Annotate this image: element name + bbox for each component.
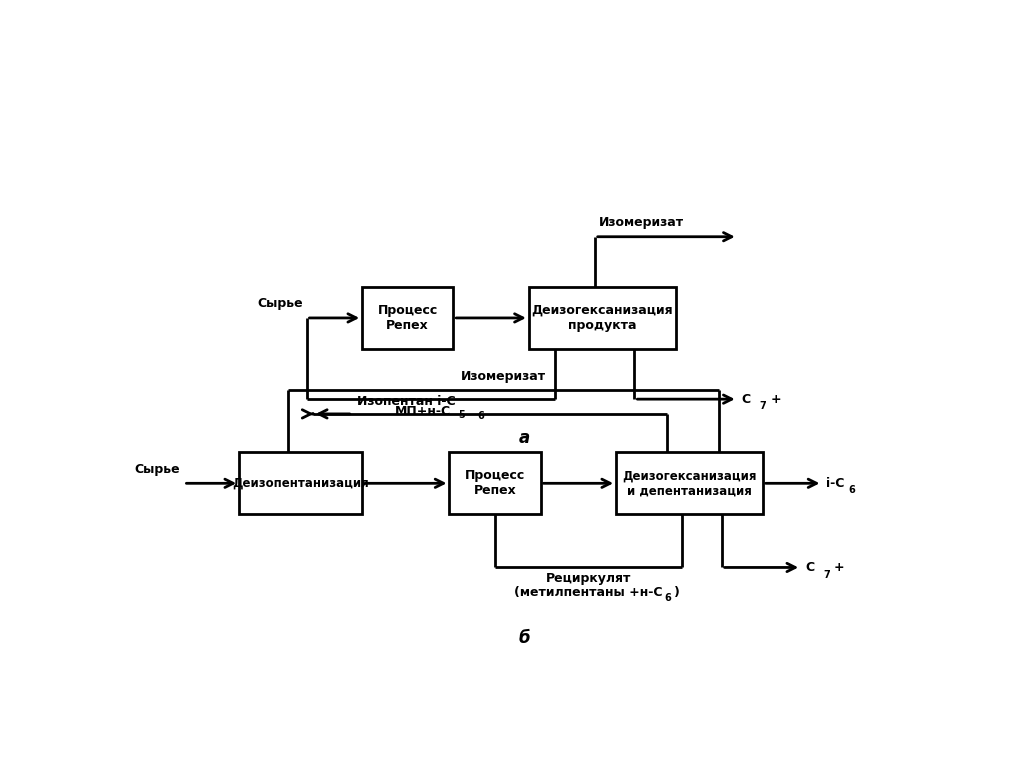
Text: Сырье: Сырье	[257, 298, 303, 311]
Text: 6: 6	[477, 411, 483, 421]
Bar	[528, 287, 676, 349]
Text: Деизогексанизация
и депентанизация: Деизогексанизация и депентанизация	[623, 469, 757, 497]
Text: С: С	[741, 393, 751, 406]
Text: (метилпентаны +н-С: (метилпентаны +н-С	[514, 586, 663, 599]
Bar	[616, 453, 763, 515]
Text: Процесс
Репех: Процесс Репех	[378, 304, 438, 332]
Text: 6: 6	[849, 486, 855, 495]
Text: 7: 7	[760, 401, 767, 411]
Text: МП+н-С: МП+н-С	[395, 405, 451, 418]
Text: +: +	[834, 561, 845, 574]
Text: Изопентан i-С: Изопентан i-С	[356, 395, 456, 408]
Text: Процесс
Репех: Процесс Репех	[465, 469, 525, 497]
Text: +: +	[770, 393, 781, 406]
Text: б: б	[519, 630, 530, 647]
Text: 7: 7	[823, 570, 830, 580]
Bar	[240, 453, 362, 515]
Text: Изомеризат: Изомеризат	[599, 216, 684, 229]
Bar	[362, 287, 454, 349]
Text: Деизогексанизация
продукта: Деизогексанизация продукта	[531, 304, 673, 332]
Text: С: С	[805, 561, 814, 574]
Text: 5: 5	[458, 410, 465, 420]
Text: Сырье: Сырье	[134, 463, 179, 476]
Text: Деизопентанизация: Деизопентанизация	[232, 477, 369, 490]
Text: i-С: i-С	[826, 477, 845, 490]
Bar	[450, 453, 541, 515]
Text: Рециркулят: Рециркулят	[546, 572, 631, 585]
Text: 6: 6	[664, 594, 671, 604]
Text: Изомеризат: Изомеризат	[461, 370, 546, 384]
Text: ): )	[674, 586, 679, 599]
Text: а: а	[519, 429, 530, 446]
